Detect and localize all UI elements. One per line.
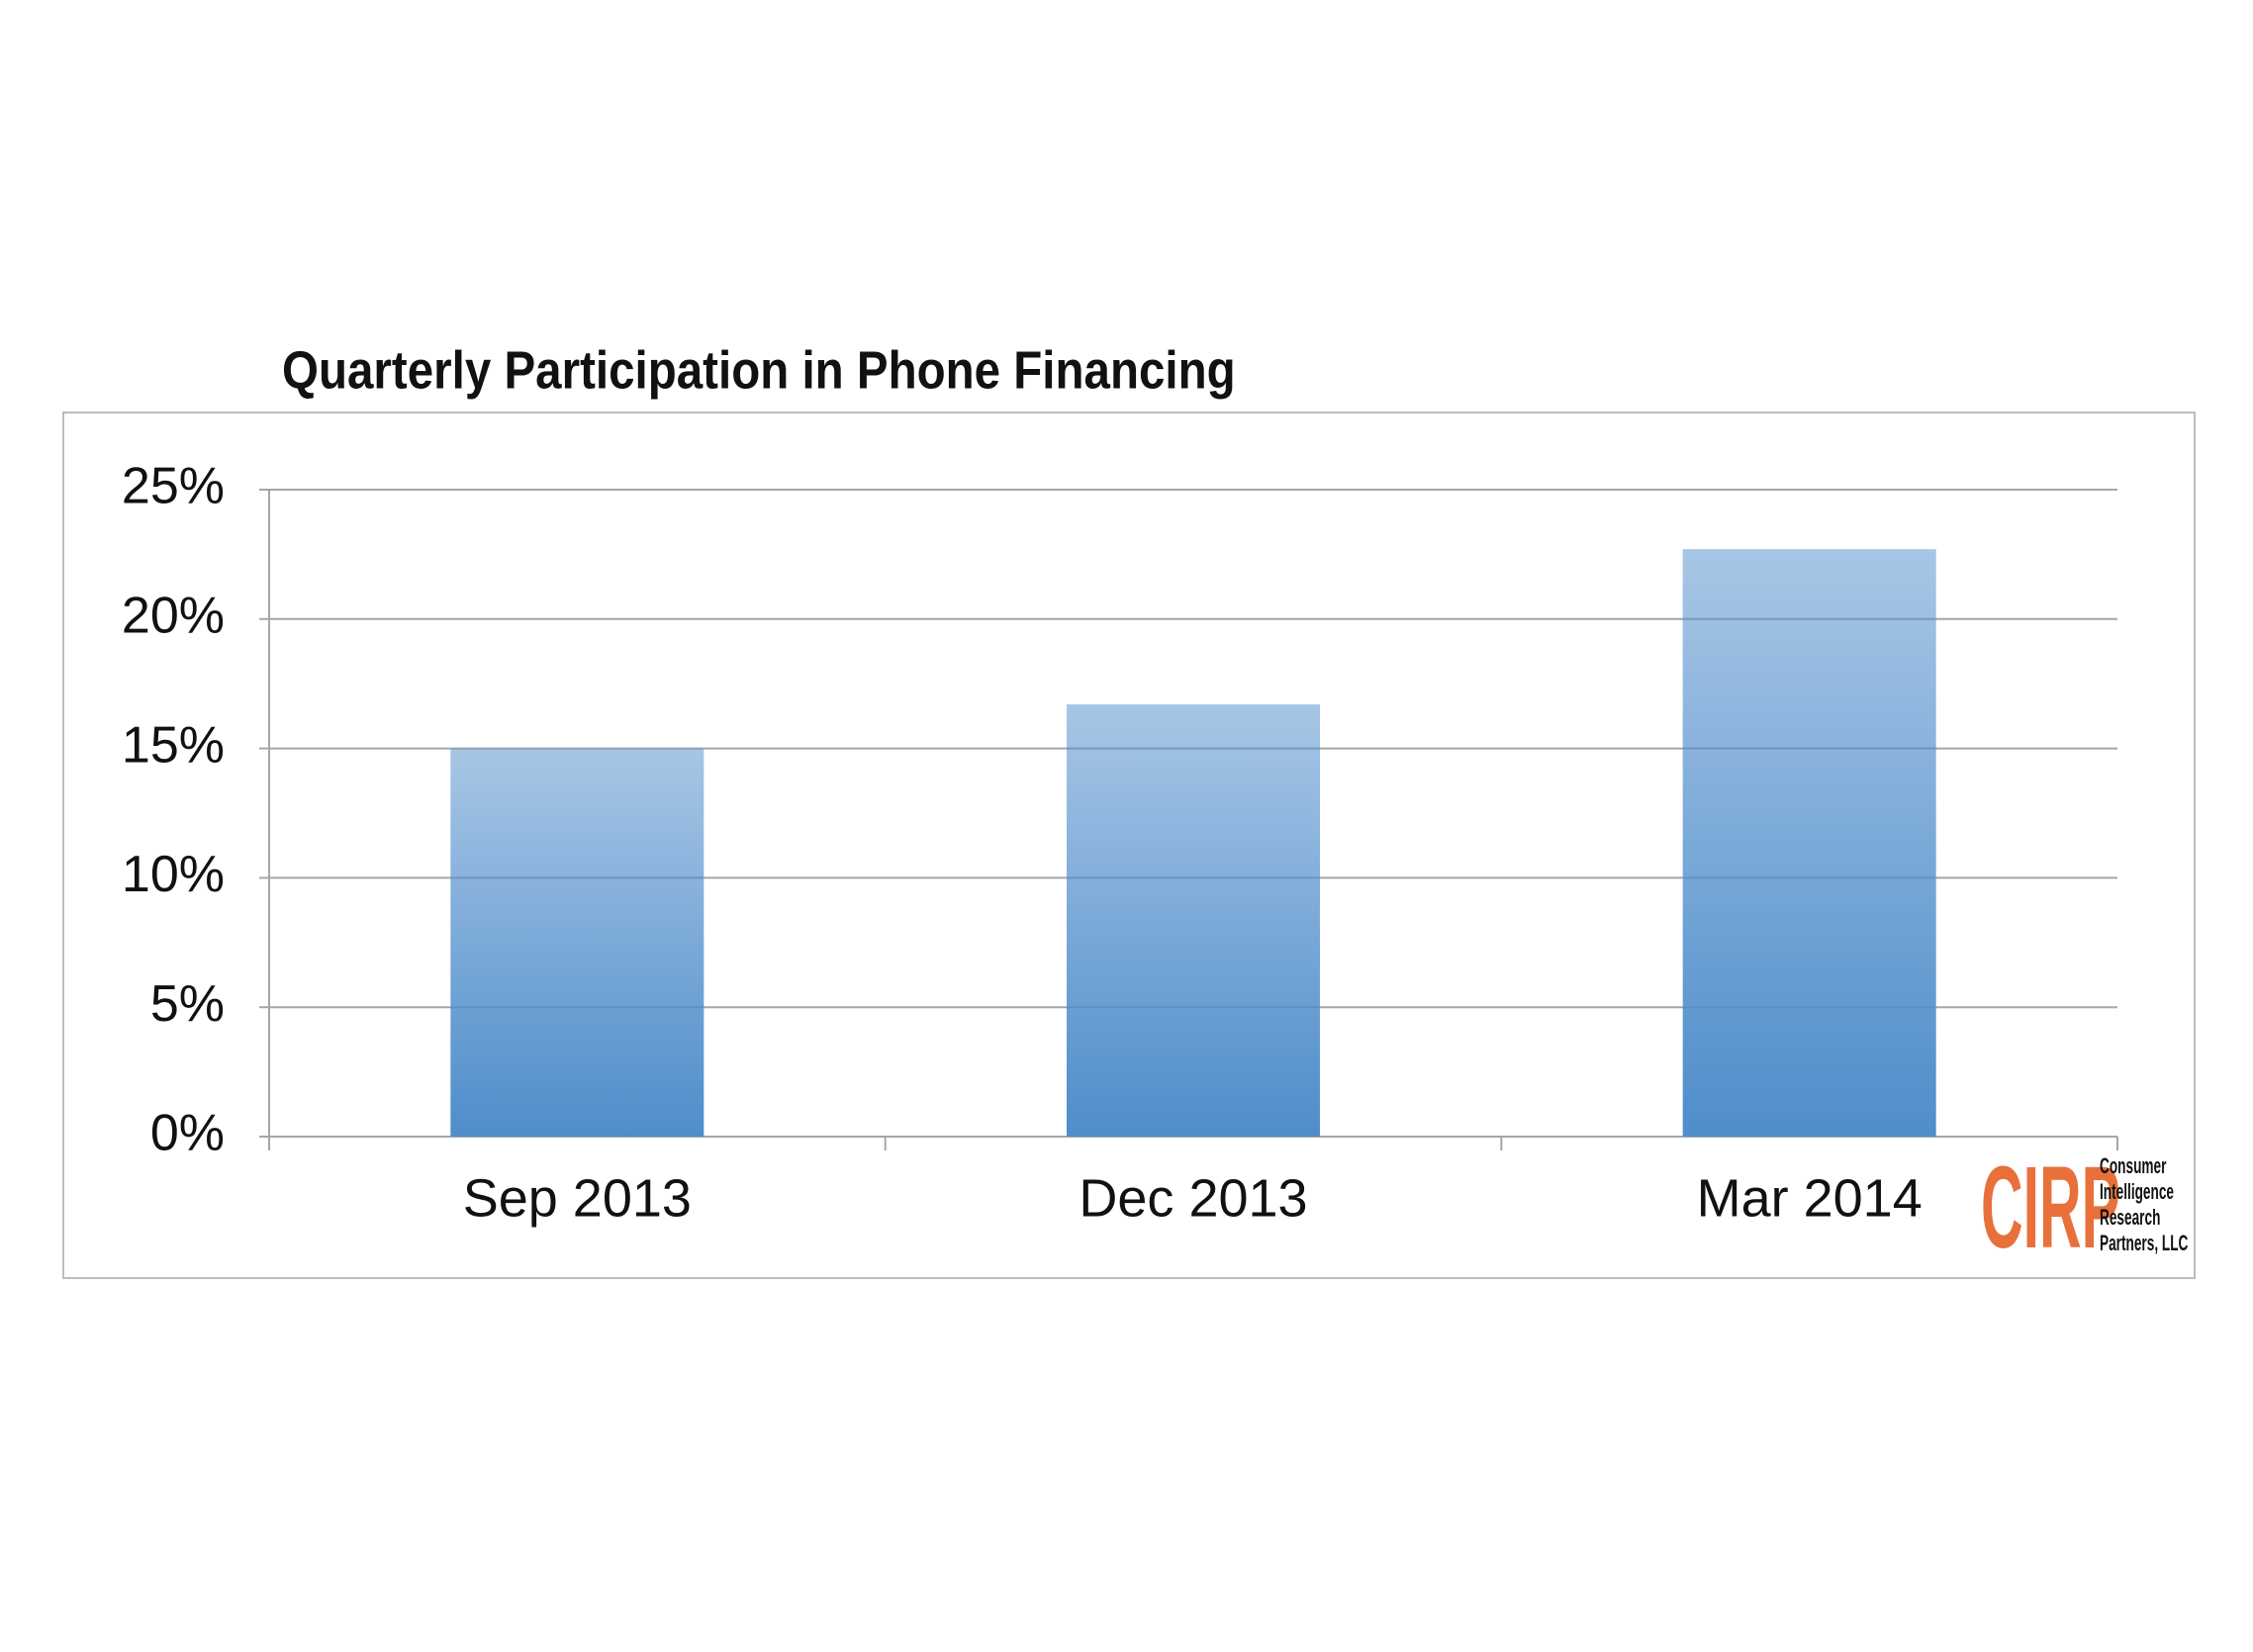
bar: [1682, 549, 1936, 1137]
y-tick-label: 10%: [122, 846, 225, 903]
logo-text: Partners, LLC: [2100, 1230, 2188, 1254]
bar: [1067, 704, 1320, 1137]
y-tick-label: 15%: [122, 716, 225, 774]
y-tick-label: 25%: [122, 458, 225, 515]
y-tick-label: 0%: [150, 1105, 225, 1162]
logo-text: Research: [2100, 1204, 2160, 1229]
logo-text: Consumer: [2100, 1152, 2166, 1177]
chart-title: Quarterly Participation in Phone Financi…: [282, 339, 1236, 400]
logo-mark: CIRP: [1981, 1143, 2120, 1273]
x-tick-label: Dec 2013: [1079, 1168, 1307, 1228]
y-tick-label: 20%: [122, 588, 225, 645]
x-tick-label: Sep 2013: [463, 1168, 692, 1228]
bar: [450, 748, 704, 1137]
logo-text: Intelligence: [2100, 1178, 2174, 1203]
y-tick-label: 5%: [150, 975, 225, 1033]
x-tick-label: Mar 2014: [1697, 1168, 1923, 1228]
